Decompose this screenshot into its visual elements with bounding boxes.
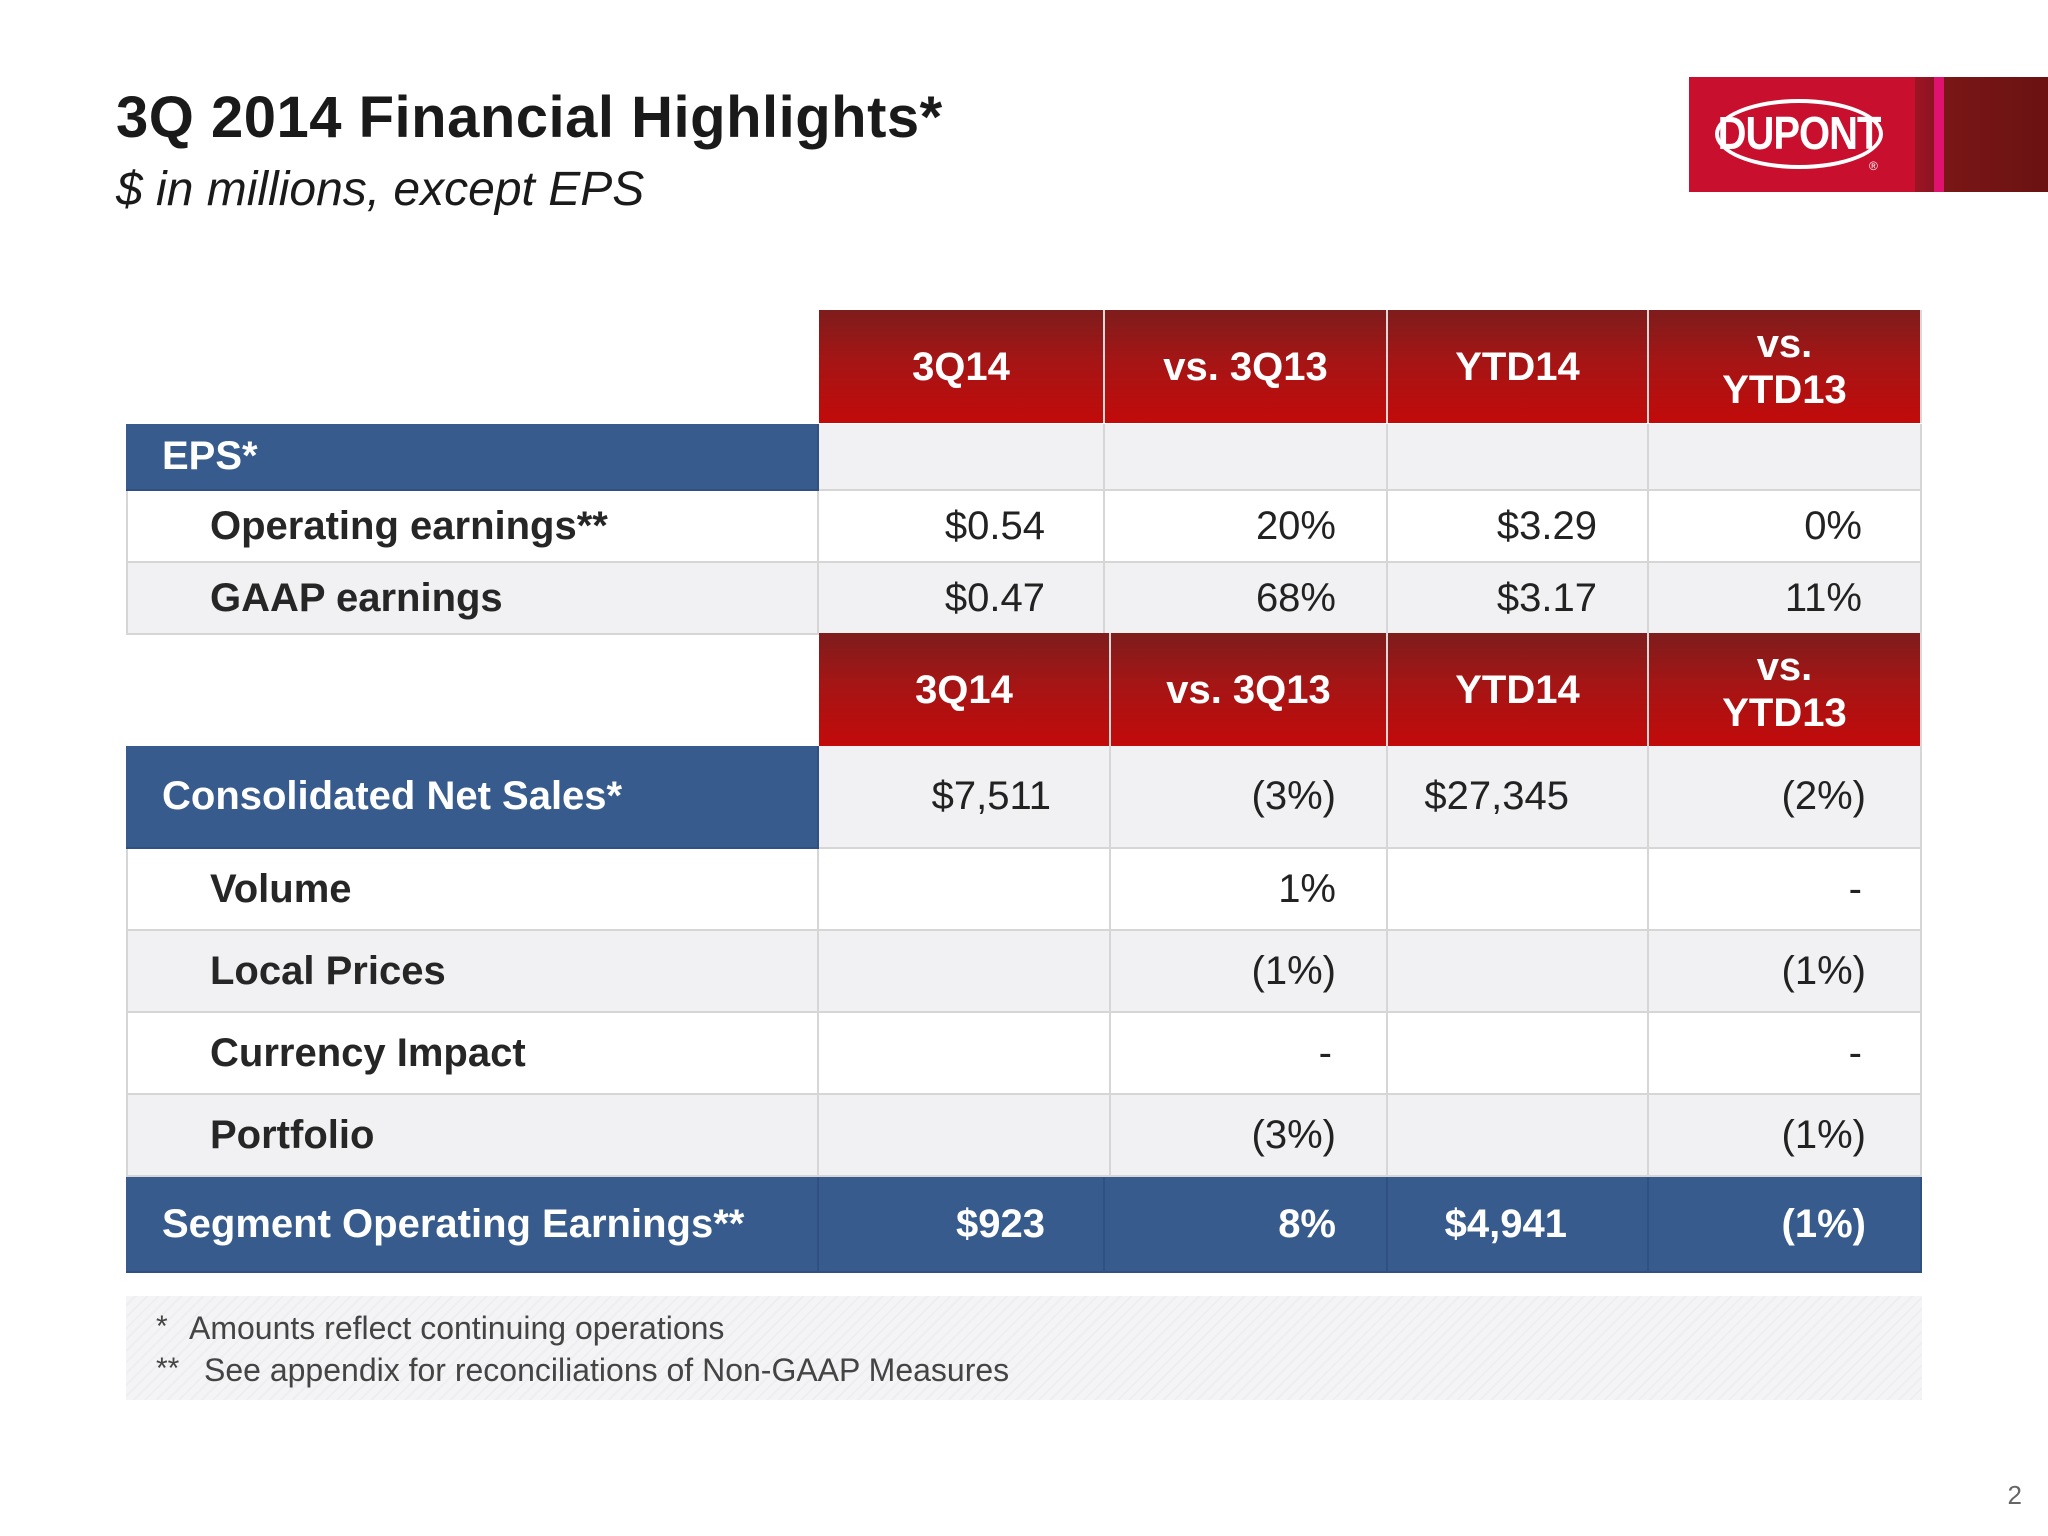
row-label: GAAP earnings xyxy=(126,563,819,635)
value-cell: (3%) xyxy=(1111,746,1388,849)
value-cell: 8% xyxy=(1105,1177,1388,1273)
row-label: Volume xyxy=(126,849,819,931)
footnote-mark: ** xyxy=(156,1352,180,1385)
value-cell: 68% xyxy=(1105,563,1388,635)
footnote-text: See appendix for reconciliations of Non-… xyxy=(204,1352,1010,1388)
value-cell: - xyxy=(1649,849,1922,931)
row-label: Portfolio xyxy=(126,1095,819,1177)
footnotes: * Amounts reflect continuing operations … xyxy=(126,1296,1922,1400)
value-cell: (1%) xyxy=(1111,931,1388,1013)
value-cell: $27,345 xyxy=(1388,746,1649,849)
value-cell: - xyxy=(1649,1013,1922,1095)
row-label: Segment Operating Earnings** xyxy=(126,1177,819,1273)
value-cell: (1%) xyxy=(1649,1095,1922,1177)
value-cell: 1% xyxy=(1111,849,1388,931)
dupont-logo: DUPONT ® xyxy=(1689,77,2048,192)
column-header-vs-ytd13: vs. YTD13 xyxy=(1649,633,1922,746)
footnote-mark: * xyxy=(156,1310,168,1343)
value-cell: (1%) xyxy=(1649,1177,1922,1273)
page-subtitle: $ in millions, except EPS xyxy=(116,163,645,216)
value-cell: $0.47 xyxy=(819,563,1105,635)
page-title: 3Q 2014 Financial Highlights* xyxy=(116,85,943,150)
eps-section-label: EPS* xyxy=(126,424,819,491)
table-row: GAAP earnings $0.47 68% $3.17 11% xyxy=(126,563,1922,635)
row-label: Consolidated Net Sales* xyxy=(126,746,819,849)
value-cell: 20% xyxy=(1105,491,1388,563)
value-cell: $4,941 xyxy=(1388,1177,1649,1273)
footnote-text: Amounts reflect continuing operations xyxy=(189,1310,725,1346)
value-cell: $3.29 xyxy=(1388,491,1649,563)
column-header-3q14: 3Q14 xyxy=(819,310,1105,423)
column-header-row-1: 3Q14 vs. 3Q13 YTD14 vs. YTD13 xyxy=(819,310,1922,423)
value-cell: $7,511 xyxy=(819,746,1111,849)
segment-operating-earnings-row: Segment Operating Earnings** $923 8% $4,… xyxy=(126,1177,1922,1273)
logo-wordmark: DUPONT xyxy=(1717,108,1882,159)
value-cell: 11% xyxy=(1649,563,1922,635)
row-label: Currency Impact xyxy=(126,1013,819,1095)
value-cell: - xyxy=(1111,1013,1388,1095)
value-cell: 0% xyxy=(1649,491,1922,563)
column-header-ytd14: YTD14 xyxy=(1388,310,1649,423)
column-header-vs-ytd13: vs. YTD13 xyxy=(1649,310,1922,423)
value-cell: (3%) xyxy=(1111,1095,1388,1177)
table-row: Operating earnings** $0.54 20% $3.29 0% xyxy=(126,491,1922,563)
value-cell: (1%) xyxy=(1649,931,1922,1013)
eps-section-row: EPS* xyxy=(126,424,1922,491)
column-header-row-2: 3Q14 vs. 3Q13 YTD14 vs. YTD13 xyxy=(819,633,1922,746)
value-cell: $923 xyxy=(819,1177,1105,1273)
logo-oval: DUPONT xyxy=(1715,99,1883,169)
row-label: Operating earnings** xyxy=(126,491,819,563)
consolidated-net-sales-row: Consolidated Net Sales* $7,511 (3%) $27,… xyxy=(126,746,1922,849)
value-cell: (2%) xyxy=(1649,746,1922,849)
column-header-vs-3q13: vs. 3Q13 xyxy=(1111,633,1388,746)
column-header-ytd14: YTD14 xyxy=(1388,633,1649,746)
table-row: Local Prices (1%) (1%) xyxy=(126,931,1922,1013)
value-cell: $0.54 xyxy=(819,491,1105,563)
table-row: Volume 1% - xyxy=(126,849,1922,931)
registered-mark-icon: ® xyxy=(1869,159,1878,173)
column-header-vs-3q13: vs. 3Q13 xyxy=(1105,310,1388,423)
table-row: Currency Impact - - xyxy=(126,1013,1922,1095)
table-row: Portfolio (3%) (1%) xyxy=(126,1095,1922,1177)
column-header-3q14: 3Q14 xyxy=(819,633,1111,746)
row-label: Local Prices xyxy=(126,931,819,1013)
value-cell: $3.17 xyxy=(1388,563,1649,635)
page-number: 2 xyxy=(2007,1480,2022,1510)
